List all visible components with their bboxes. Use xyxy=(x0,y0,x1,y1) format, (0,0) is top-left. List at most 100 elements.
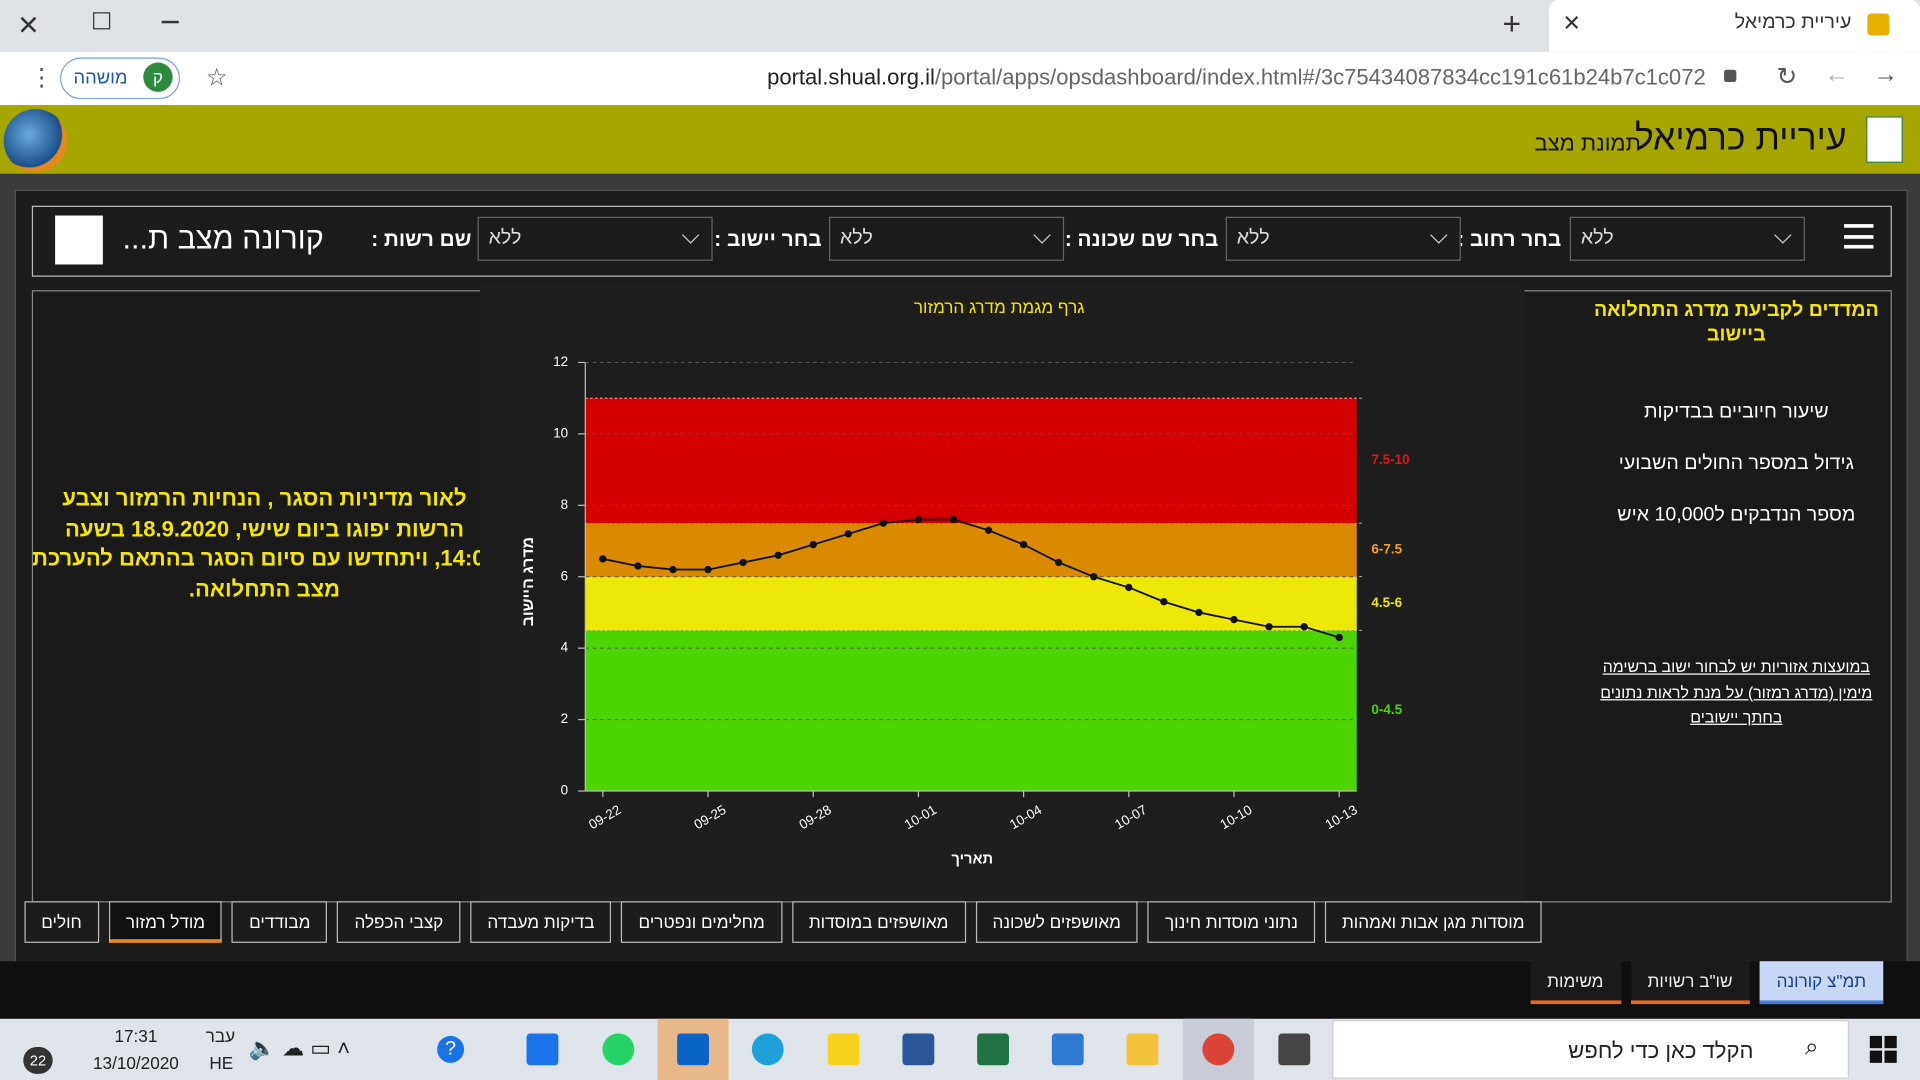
regional-link[interactable]: במועצות אזוריות יש לבחור ישוב ברשימה מימ… xyxy=(1600,657,1873,727)
outlook-icon[interactable] xyxy=(677,1033,709,1066)
dashboard-tab[interactable]: חולים xyxy=(24,901,99,943)
city-emblem xyxy=(1866,116,1903,163)
filter-value: ללא xyxy=(1580,227,1614,249)
bookmark-star[interactable]: ☆ xyxy=(205,64,228,92)
data-point xyxy=(844,530,852,538)
language[interactable]: עבר xyxy=(205,1026,236,1046)
filter-value: ללא xyxy=(840,227,873,249)
dashboard-tab[interactable]: מוסדות מגן אבות ואמהות xyxy=(1324,901,1542,943)
search-box[interactable] xyxy=(1332,1020,1849,1079)
tab-bar: מוסדות מגן אבות ואמהות נתוני מוסדות חינוך… xyxy=(24,901,1542,943)
data-point xyxy=(634,562,642,570)
chart: גרף מגמת מדרג הרמזור תאריך מדרג היישוב 0… xyxy=(480,284,1525,901)
filter-dropdown[interactable]: ללא xyxy=(1225,216,1461,261)
task-view-icon[interactable] xyxy=(1278,1033,1311,1066)
active-tab[interactable] xyxy=(1548,0,1920,52)
x-axis-label: תאריך xyxy=(951,851,993,867)
site-title: עיריית כרמיאל xyxy=(1634,118,1847,158)
filter-label: בחר שם שכונה : xyxy=(1064,227,1219,252)
data-point xyxy=(1300,623,1308,631)
url[interactable]: portal.shual.org.il/portal/apps/opsdashb… xyxy=(767,65,1706,91)
menu-button[interactable]: ⋮ xyxy=(29,64,54,92)
bottom-tab-bar: תמ"צ קורונה שו"ב רשויות משימות xyxy=(1530,961,1884,1005)
filter-label: בחר יישוב : xyxy=(714,227,822,252)
chrome-icon[interactable] xyxy=(1202,1033,1235,1066)
dashboard-title: קורונה מצב ת... xyxy=(122,221,324,256)
whatsapp-icon[interactable] xyxy=(602,1033,635,1066)
indicator-item: גידול במספר החולים השבועי xyxy=(1618,453,1854,474)
language-code: HE xyxy=(209,1053,234,1073)
start-button[interactable] xyxy=(1869,1035,1897,1063)
data-point xyxy=(739,558,747,567)
data-point xyxy=(1230,615,1238,624)
band-label: 6-7.5 xyxy=(1371,542,1402,557)
dashboard-tab[interactable]: מחלימים ונפטרים xyxy=(621,901,782,943)
band xyxy=(585,576,1357,631)
hamburger-menu[interactable] xyxy=(1844,224,1874,249)
band-label: 0-4.5 xyxy=(1371,702,1402,717)
data-point xyxy=(599,555,607,563)
restore-window[interactable] xyxy=(93,12,111,30)
data-point xyxy=(704,565,712,574)
y-tick-label: 0 xyxy=(561,783,568,798)
data-point xyxy=(1335,633,1343,642)
data-point xyxy=(949,515,958,524)
chart-title: גרף מגמת מדרג הרמזור xyxy=(914,297,1085,317)
sticky-notes-icon[interactable] xyxy=(827,1033,860,1066)
excel-icon[interactable] xyxy=(977,1033,1009,1066)
mail-icon[interactable] xyxy=(1051,1033,1084,1066)
site-subtitle: תמונת מצב xyxy=(1534,131,1641,156)
dashboard-tab[interactable]: מאושפזים במוסדות xyxy=(791,901,966,943)
band xyxy=(585,398,1357,524)
word-icon[interactable] xyxy=(902,1033,935,1066)
y-axis-label: מדרג היישוב xyxy=(520,537,537,626)
minimize-window[interactable] xyxy=(161,20,179,23)
data-point xyxy=(914,515,923,524)
y-tick-label: 12 xyxy=(553,354,568,369)
filter-value: ללא xyxy=(1236,227,1270,249)
dropdown-chevron xyxy=(1033,226,1051,244)
dashboard-tab[interactable]: בדיקות מעבדה xyxy=(470,901,612,943)
forward[interactable]: ← xyxy=(1824,61,1849,89)
data-point xyxy=(774,551,782,559)
data-point xyxy=(879,519,888,527)
filter-label: בחר רחוב : xyxy=(1457,227,1562,252)
dropdown-chevron xyxy=(1430,226,1448,244)
filter-dropdown[interactable]: ללא xyxy=(477,216,713,261)
dashboard-tab[interactable]: מבודדים xyxy=(232,901,328,943)
profile-label: מושהה xyxy=(73,67,128,89)
close-window[interactable]: ✕ xyxy=(17,9,40,41)
dashboard-tab[interactable]: קצבי הכפלה xyxy=(337,901,461,943)
filter-dropdown[interactable]: ללא xyxy=(828,216,1065,261)
dropdown-chevron xyxy=(1774,226,1792,244)
notification-badge[interactable]: 22 xyxy=(23,1046,53,1074)
bottom-tab[interactable]: שו"ב רשויות xyxy=(1630,961,1750,1005)
tab-title: עיריית כרמיאל xyxy=(1734,12,1852,34)
filter-dropdown[interactable]: ללא xyxy=(1569,216,1805,261)
calendar-icon[interactable] xyxy=(526,1033,559,1066)
reload[interactable]: ↻ xyxy=(1776,63,1798,91)
data-point xyxy=(984,526,993,534)
help-icon[interactable]: ? xyxy=(437,1035,465,1063)
bottom-tab[interactable]: תמ"צ קורונה xyxy=(1759,961,1884,1005)
tray-icons: 🔈 ☁ ▭ ˄ xyxy=(248,1035,351,1061)
close-tab[interactable]: ✕ xyxy=(1562,11,1581,36)
new-tab[interactable]: + xyxy=(1502,4,1522,42)
file-explorer-icon[interactable] xyxy=(1126,1033,1159,1066)
bottom-tab[interactable]: משימות xyxy=(1530,961,1621,1005)
data-point xyxy=(1090,573,1098,581)
data-point xyxy=(1125,583,1133,592)
filter-label: שם רשות : xyxy=(371,227,472,252)
back[interactable]: → xyxy=(1873,61,1898,89)
url-path: /portal/apps/opsdashboard/index.html#/3c… xyxy=(934,64,1706,90)
site-header xyxy=(0,105,1920,174)
edge-icon[interactable] xyxy=(751,1033,784,1066)
indicator-item: מספר הנדבקים ל10,000 איש xyxy=(1617,504,1856,526)
dashboard-tab[interactable]: מודל רמזור xyxy=(108,901,223,943)
dashboard-tab[interactable]: מאושפזים לשכונה xyxy=(975,901,1139,943)
y-tick-label: 2 xyxy=(561,711,568,726)
dashboard-tab[interactable]: נתוני מוסדות חינוך xyxy=(1147,901,1316,943)
data-point xyxy=(1265,623,1273,631)
